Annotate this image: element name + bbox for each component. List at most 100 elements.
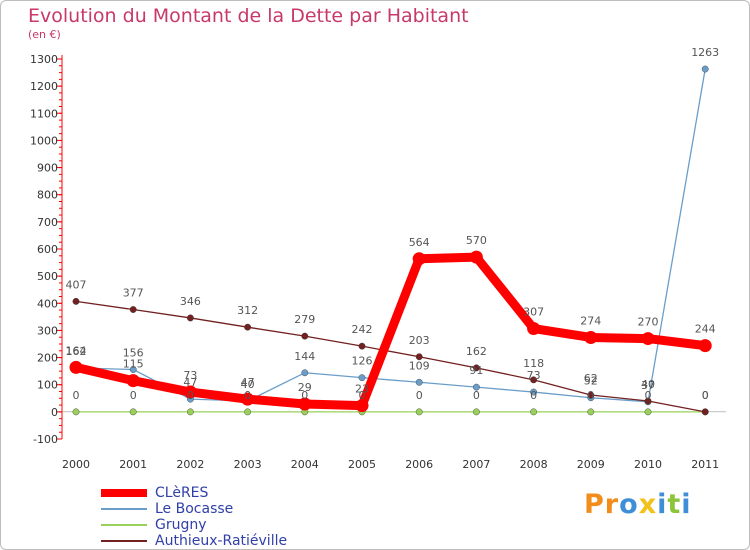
legend-label-le-bocasse: Le Bocasse bbox=[155, 501, 234, 517]
data-point bbox=[698, 339, 712, 353]
data-label: 407 bbox=[66, 278, 87, 291]
data-point bbox=[186, 314, 194, 322]
y-tick-label: 100 bbox=[37, 379, 58, 392]
data-point bbox=[301, 369, 309, 377]
legend-label-cleres: CLèRES bbox=[155, 485, 209, 501]
legend-item-le-bocasse: Le Bocasse bbox=[101, 501, 287, 517]
y-tick-label: 1000 bbox=[30, 134, 58, 147]
series-3 bbox=[72, 297, 709, 416]
data-point bbox=[355, 399, 369, 413]
legend-swatch-le-bocasse bbox=[101, 508, 147, 510]
data-label: 0 bbox=[301, 389, 308, 402]
data-point bbox=[241, 392, 255, 406]
y-tick-label: 800 bbox=[37, 189, 58, 202]
data-label: 564 bbox=[409, 236, 430, 249]
logo-letter: r bbox=[604, 489, 620, 520]
x-tick-label: 2007 bbox=[462, 458, 490, 471]
chart-title: Evolution du Montant de la Dette par Hab… bbox=[28, 5, 469, 27]
data-point bbox=[644, 397, 652, 405]
data-label: 29 bbox=[298, 381, 312, 394]
x-tick-label: 2011 bbox=[691, 458, 719, 471]
data-point bbox=[587, 408, 595, 416]
y-tick-label: 400 bbox=[37, 297, 58, 310]
data-point bbox=[412, 252, 426, 266]
legend: CLèRES Le Bocasse Grugny Authieux-Ratiév… bbox=[101, 485, 287, 549]
y-tick-label: 300 bbox=[37, 324, 58, 337]
data-label: 62 bbox=[584, 372, 598, 385]
data-label: 0 bbox=[530, 389, 537, 402]
data-label: 73 bbox=[527, 369, 541, 382]
data-point bbox=[358, 374, 366, 382]
data-point bbox=[298, 397, 312, 411]
logo-letter: x bbox=[638, 489, 658, 520]
data-label: 23 bbox=[355, 383, 369, 396]
data-point bbox=[415, 408, 423, 416]
data-point bbox=[183, 385, 197, 399]
data-point bbox=[530, 408, 537, 416]
y-tick-label: 1200 bbox=[30, 80, 58, 93]
logo-letter: i bbox=[657, 489, 668, 520]
data-point bbox=[129, 366, 137, 373]
data-label: 0 bbox=[244, 389, 251, 402]
series-2 bbox=[72, 408, 709, 416]
data-label: 244 bbox=[695, 323, 716, 336]
series-1 bbox=[72, 65, 709, 406]
y-tick-label: 600 bbox=[37, 243, 58, 256]
data-point bbox=[69, 360, 83, 374]
x-tick-label: 2004 bbox=[291, 458, 319, 471]
logo-letter: i bbox=[681, 489, 692, 520]
data-point bbox=[584, 330, 598, 344]
y-tick-label: 500 bbox=[37, 270, 58, 283]
data-point bbox=[530, 376, 537, 384]
data-label: 0 bbox=[702, 389, 709, 402]
data-label: 203 bbox=[409, 334, 430, 347]
data-point bbox=[186, 408, 194, 416]
data-label: 0 bbox=[130, 389, 137, 402]
y-tick-label: 1100 bbox=[30, 107, 58, 120]
data-label: 162 bbox=[466, 345, 487, 358]
legend-label-authieux-ratieville: Authieux-Ratiéville bbox=[155, 533, 288, 549]
y-tick-label: -100 bbox=[33, 433, 58, 446]
data-label: 0 bbox=[645, 389, 652, 402]
data-label: 0 bbox=[473, 389, 480, 402]
data-label: 570 bbox=[466, 234, 487, 247]
y-tick-label: 900 bbox=[37, 162, 58, 175]
data-label: 0 bbox=[702, 389, 709, 402]
data-label: 40 bbox=[641, 378, 655, 391]
x-tick-label: 2008 bbox=[520, 458, 548, 471]
logo-letter: t bbox=[667, 489, 682, 520]
legend-item-grugny: Grugny bbox=[101, 517, 287, 533]
data-label: 115 bbox=[123, 358, 144, 371]
data-label: 37 bbox=[641, 379, 655, 392]
x-tick-label: 2009 bbox=[577, 458, 605, 471]
legend-swatch-grugny bbox=[101, 524, 147, 526]
data-point bbox=[358, 342, 366, 350]
data-label: 118 bbox=[523, 357, 544, 370]
x-tick-label: 2001 bbox=[119, 458, 147, 471]
data-point bbox=[126, 374, 140, 388]
data-label: 73 bbox=[183, 369, 197, 382]
data-point bbox=[641, 332, 655, 346]
data-label: 1263 bbox=[691, 46, 719, 59]
data-point bbox=[469, 250, 483, 264]
data-label: 164 bbox=[66, 344, 87, 357]
series-line bbox=[75, 300, 706, 413]
data-point bbox=[644, 408, 652, 416]
x-tick-label: 2003 bbox=[234, 458, 262, 471]
legend-swatch-cleres bbox=[101, 489, 147, 497]
data-point bbox=[587, 391, 595, 399]
data-point bbox=[415, 353, 423, 361]
data-label: 109 bbox=[409, 359, 430, 372]
data-point bbox=[301, 332, 309, 340]
data-label: 162 bbox=[66, 345, 87, 358]
data-label: 91 bbox=[469, 364, 483, 377]
legend-swatch-authieux-ratieville bbox=[101, 540, 147, 542]
data-label: 0 bbox=[73, 389, 80, 402]
data-label: 0 bbox=[416, 389, 423, 402]
legend-item-cleres: CLèRES bbox=[101, 485, 287, 501]
series-0 bbox=[69, 250, 712, 413]
data-label: 144 bbox=[294, 350, 315, 363]
data-point bbox=[72, 297, 80, 305]
chart-subtitle: (en €) bbox=[28, 28, 61, 41]
